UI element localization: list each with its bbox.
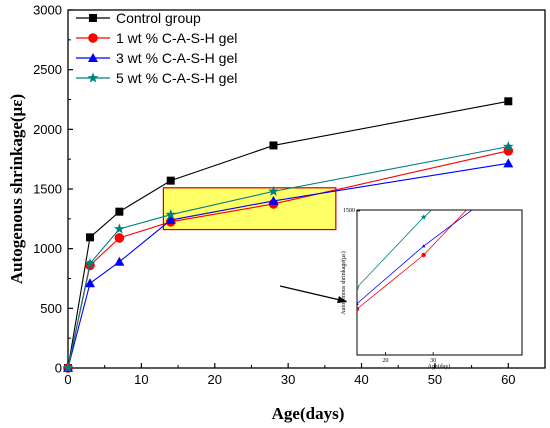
data-point xyxy=(85,278,96,288)
callout-arrow-line xyxy=(279,285,341,301)
x-tick-label: 10 xyxy=(134,372,148,387)
legend-marker xyxy=(88,33,98,43)
legend-marker xyxy=(87,72,99,83)
data-point xyxy=(268,195,279,205)
data-point xyxy=(62,362,74,373)
series-line xyxy=(67,146,509,369)
inset-series xyxy=(357,210,473,312)
x-tick-label: 60 xyxy=(501,372,515,387)
inset-y-axis-title: Autogenous shrinkage(με) xyxy=(340,251,347,315)
callout-arrow-head xyxy=(337,296,347,303)
inset-x-tick-label: 20 xyxy=(383,358,389,364)
data-point xyxy=(84,257,96,269)
x-tick-label: 20 xyxy=(208,372,222,387)
data-point xyxy=(115,207,124,216)
data-point xyxy=(86,233,95,242)
y-tick-label: 1500 xyxy=(33,182,62,197)
legend-label: 3 wt % C-A-S-H gel xyxy=(116,50,237,66)
data-point xyxy=(165,209,177,220)
inset-data-point xyxy=(357,301,359,305)
y-tick-label: 2500 xyxy=(33,62,62,77)
inset-series-line xyxy=(357,210,433,289)
x-axis-title: Age(days) xyxy=(272,404,345,423)
data-point xyxy=(165,215,176,225)
data-point xyxy=(114,233,125,243)
inset-data-point xyxy=(421,252,426,258)
legend-label: Control group xyxy=(116,10,201,26)
legend: Control group 1 wt % C-A-S-H gel 3 wt % C-… xyxy=(76,10,237,86)
inset-x-tick-label: 30 xyxy=(430,358,436,364)
plot-axes: 0 10 20 30 40 50 60 0 500 1000 1500 2000 2500 3000 xyxy=(33,3,546,387)
data-point xyxy=(166,176,175,185)
highlight-box xyxy=(162,187,337,231)
x-tick-label: 0 xyxy=(64,372,71,387)
x-tick-label: 30 xyxy=(281,372,295,387)
legend-label: 5 wt % C-A-S-H gel xyxy=(116,70,237,86)
series-layer xyxy=(62,97,514,373)
series-line xyxy=(67,100,509,369)
y-tick-label: 2000 xyxy=(33,122,62,137)
data-point xyxy=(502,141,514,152)
data-point xyxy=(114,223,125,234)
inset-data-point xyxy=(357,306,360,312)
data-point xyxy=(114,256,125,266)
inset-x-axis-title: Age(day) xyxy=(428,363,451,370)
inset-series-line xyxy=(357,210,473,306)
inset-data-point xyxy=(420,214,427,220)
inset-data-point xyxy=(421,244,426,248)
legend-marker xyxy=(89,14,97,22)
data-point xyxy=(503,158,514,168)
x-tick-label: 40 xyxy=(354,372,368,387)
inset-zoom-plot: 20 30 1500 Age(day) Autogenous shrinkage(με) xyxy=(279,208,523,370)
x-tick-label: 50 xyxy=(428,372,442,387)
series-line xyxy=(67,162,509,369)
legend-marker xyxy=(88,53,98,62)
data-point xyxy=(269,141,278,150)
y-tick-label: 3000 xyxy=(33,3,62,18)
y-tick-label: 500 xyxy=(40,301,62,316)
highlight-layer xyxy=(162,187,337,231)
inset-series-line xyxy=(357,210,467,310)
legend-label: 1 wt % C-A-S-H gel xyxy=(116,30,237,46)
data-point xyxy=(268,185,279,196)
data-point xyxy=(504,97,513,106)
inset-y-tick-label: 1500 xyxy=(343,208,355,214)
y-tick-label: 0 xyxy=(55,361,62,376)
y-axis-title: Autogenous shrinkage(με) xyxy=(7,94,26,284)
series-4 xyxy=(62,141,514,373)
y-tick-label: 1000 xyxy=(33,241,62,256)
inset-data-point xyxy=(357,284,360,290)
